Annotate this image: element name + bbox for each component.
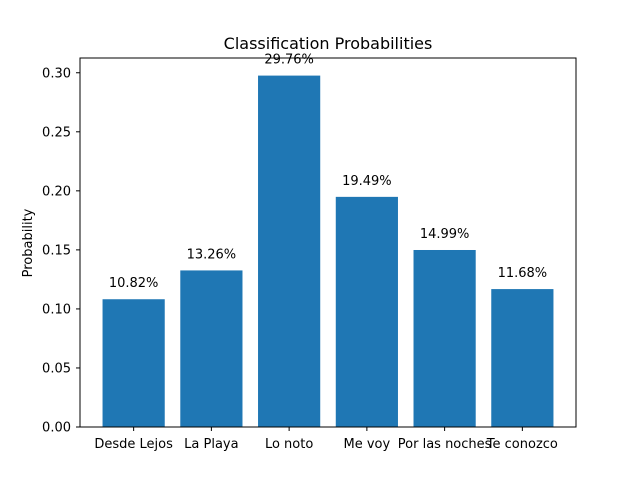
bar-desde-lejos xyxy=(102,299,165,427)
bar-value-label-te-conozco: 11.68% xyxy=(498,266,548,281)
x-tick-label-por-las-noches: Por las noches xyxy=(398,437,492,452)
y-tick-label: 0.30 xyxy=(42,66,71,81)
y-tick-label: 0.05 xyxy=(42,361,71,376)
y-axis-ticks: 0.00 0.05 0.10 0.15 0.20 0.25 0.30 xyxy=(42,66,80,436)
plot-area-frame xyxy=(79,57,577,428)
y-tick-label: 0.15 xyxy=(42,243,71,258)
bar-por-las-noches xyxy=(413,249,476,427)
x-axis-ticks: Desde Lejos La Playa Lo noto Me voy Por las … xyxy=(94,427,558,452)
x-tick-label-desde-lejos: Desde Lejos xyxy=(94,437,173,452)
bars-group xyxy=(102,75,554,427)
bar-value-label-desde-lejos: 10.82% xyxy=(109,276,159,291)
y-tick-label: 0.25 xyxy=(42,125,71,140)
x-tick-label-te-conozco: Te conozco xyxy=(486,437,558,452)
x-tick-label-la-playa: La Playa xyxy=(184,437,238,452)
y-tick-label: 0.10 xyxy=(42,302,71,317)
bar-value-labels: 10.82% 13.26% 29.76% 19.49% 14.99% 11.68% xyxy=(109,53,547,292)
y-tick-label: 0.00 xyxy=(42,421,71,436)
bar-te-conozco xyxy=(491,289,554,427)
y-axis-label: Probability xyxy=(21,208,36,277)
x-tick-label-me-voy: Me voy xyxy=(344,437,391,452)
bar-la-playa xyxy=(180,270,243,427)
x-tick-label-lo-noto: Lo noto xyxy=(265,437,313,452)
bar-value-label-por-las-noches: 14.99% xyxy=(420,227,470,242)
bar-value-label-me-voy: 19.49% xyxy=(342,174,392,189)
bar-value-label-la-playa: 13.26% xyxy=(187,247,237,262)
bar-value-label-lo-noto: 29.76% xyxy=(264,53,314,68)
bar-lo-noto xyxy=(258,75,321,427)
bar-me-voy xyxy=(335,196,398,427)
chart-title: Classification Probabilities xyxy=(224,34,433,53)
y-tick-label: 0.20 xyxy=(42,184,71,199)
